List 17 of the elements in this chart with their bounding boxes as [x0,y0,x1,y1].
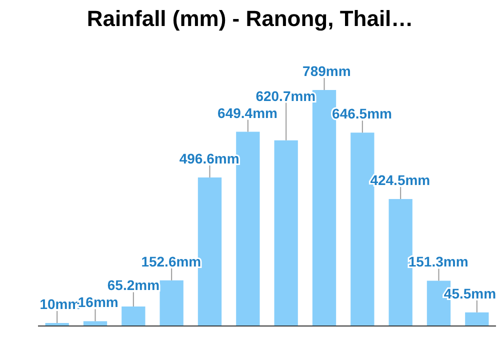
data-label: 151.3mm [408,254,468,270]
bar [274,140,298,326]
bar [465,312,489,326]
data-label: 649.4mm [218,104,278,121]
chart-title: Rainfall (mm) - Ranong, Thail… [86,6,414,31]
data-label: 646.5mm [332,106,392,122]
data-label: 45.5mm [444,285,496,302]
data-label: 16mm [78,294,118,310]
data-label: 65.2mm [107,277,160,294]
data-label: 496.6mm [179,150,240,166]
data-label: 789mm [302,63,351,79]
bar [83,321,108,326]
data-label: 620.7mm [256,88,316,104]
data-label: 152.6mm [141,253,202,270]
bar [122,306,146,326]
data-label: 424.5mm [370,172,430,188]
bar [160,280,184,326]
